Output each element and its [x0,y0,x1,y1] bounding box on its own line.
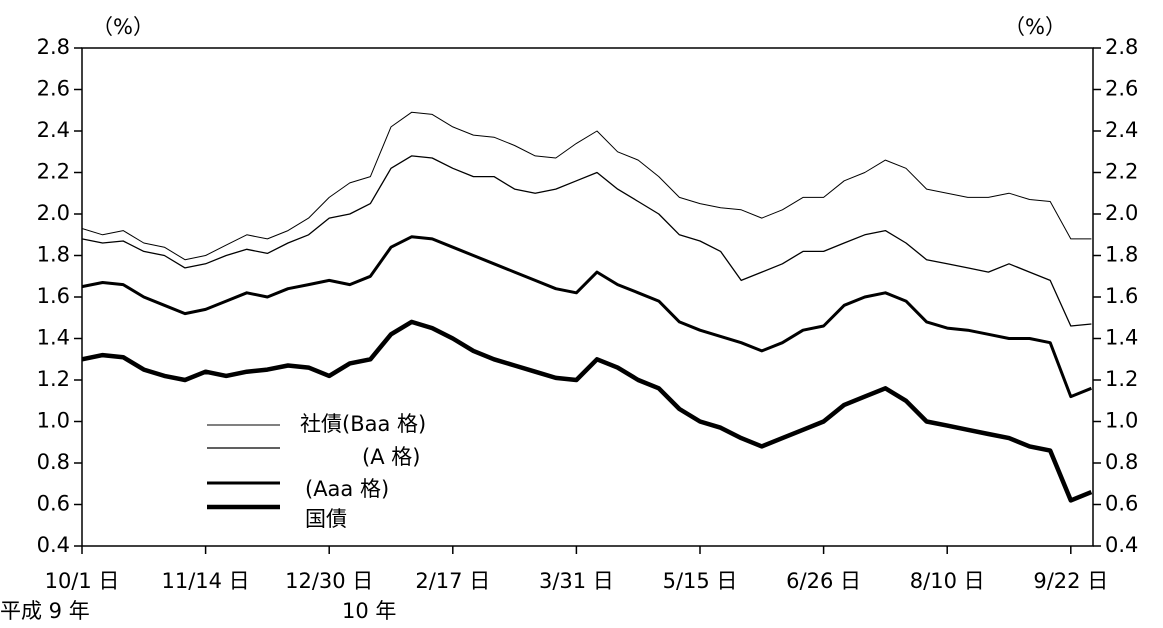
y2-tick-label: 0.8 [1105,450,1138,474]
y2-tick-label: 0.6 [1105,492,1138,516]
y-tick-label: 2.8 [37,35,70,59]
y-unit: （%） [92,15,154,39]
y-tick-label: 1.6 [37,284,70,308]
legend-label: 社債(Baa 格) [300,412,426,436]
y2-tick-label: 1.8 [1105,243,1138,267]
x-tick-label: 2/17 日 [415,569,490,593]
y-tick-label: 2.4 [37,118,70,142]
series-line [81,319,1093,503]
x-tick-label: 8/10 日 [910,569,985,593]
series-line [81,235,1092,399]
y-tick-label: 2.2 [37,160,70,184]
series-line [81,155,1092,327]
y2-tick-label: 2.2 [1105,160,1138,184]
y-tick-label: 2.0 [37,201,70,225]
y-tick-label: 0.8 [37,450,70,474]
x-tick-label: 9/22 日 [1033,569,1108,593]
y-tick-label: 0.6 [37,492,70,516]
x-tick-label: 3/31 日 [539,569,614,593]
y-tick-label: 1.0 [37,409,70,433]
x-tick-label: 11/14 日 [161,569,249,593]
y2-tick-label: 2.0 [1105,201,1138,225]
x-tick-label: 6/26 日 [786,569,861,593]
x-tick-label: 12/30 日 [285,569,373,593]
legend-label: (Aaa 格) [305,477,389,501]
legend-label: (A 格) [362,445,420,469]
y-tick-label: 0.4 [37,533,70,557]
y-tick-label: 1.4 [37,326,70,350]
y2-unit: （%） [1004,15,1066,39]
year-label: 平成 9 年 [0,599,90,623]
legend-label: 国債 [305,507,347,531]
x-tick-label: 10/1 日 [45,569,120,593]
y2-tick-label: 2.8 [1105,35,1138,59]
y2-tick-label: 2.6 [1105,77,1138,101]
y2-tick-label: 1.2 [1105,367,1138,391]
y2-tick-label: 2.4 [1105,118,1138,142]
year-label: 10 年 [342,599,396,623]
series-line [81,111,1092,261]
y-tick-label: 1.8 [37,243,70,267]
x-tick-label: 5/15 日 [663,569,738,593]
y2-tick-label: 1.6 [1105,284,1138,308]
y2-tick-label: 0.4 [1105,533,1138,557]
y2-tick-label: 1.4 [1105,326,1138,350]
y-tick-label: 1.2 [37,367,70,391]
y2-tick-label: 1.0 [1105,409,1138,433]
y-tick-label: 2.6 [37,77,70,101]
